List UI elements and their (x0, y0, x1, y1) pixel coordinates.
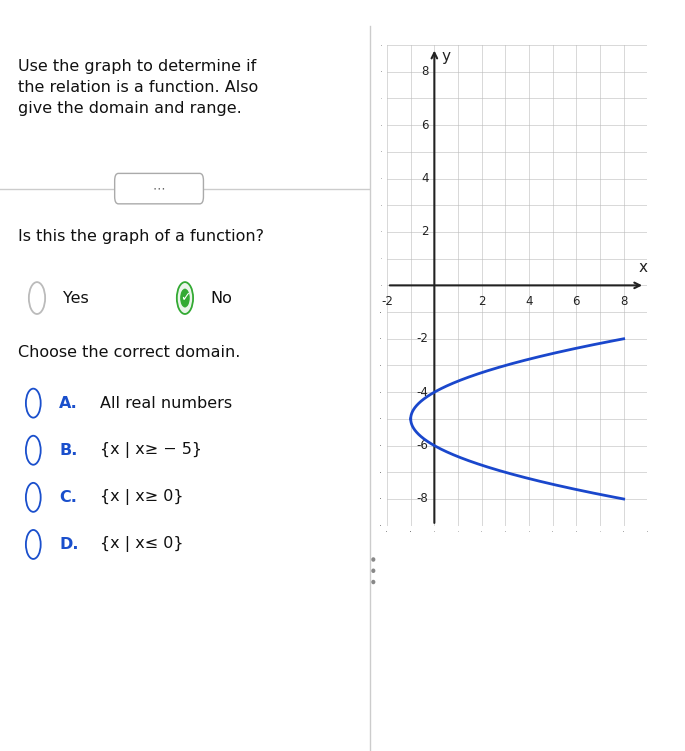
Text: All real numbers: All real numbers (100, 396, 232, 411)
Text: 8: 8 (421, 65, 428, 78)
Text: 2: 2 (421, 225, 428, 239)
Text: A.: A. (59, 396, 78, 411)
Text: C.: C. (59, 490, 77, 505)
FancyBboxPatch shape (114, 173, 203, 204)
Text: x: x (639, 260, 648, 275)
Text: 4: 4 (421, 172, 428, 185)
Text: {x | x≥ − 5}: {x | x≥ − 5} (100, 442, 202, 458)
Text: 6: 6 (421, 119, 428, 131)
Text: y: y (441, 49, 451, 64)
Text: 6: 6 (573, 294, 580, 308)
Text: D.: D. (59, 537, 79, 552)
Text: Yes: Yes (63, 291, 88, 306)
Text: -4: -4 (416, 386, 428, 399)
Circle shape (26, 436, 40, 465)
Circle shape (26, 483, 40, 512)
Text: Use the graph to determine if
the relation is a function. Also
give the domain a: Use the graph to determine if the relati… (18, 59, 259, 116)
Circle shape (26, 389, 40, 418)
Text: B.: B. (59, 443, 77, 458)
Text: {x | x≥ 0}: {x | x≥ 0} (100, 490, 184, 505)
Text: Is this the graph of a function?: Is this the graph of a function? (18, 229, 264, 244)
Text: 8: 8 (620, 294, 627, 308)
Circle shape (29, 282, 45, 314)
Text: ⋯: ⋯ (153, 182, 165, 195)
Text: No: No (211, 291, 233, 306)
Circle shape (26, 530, 40, 559)
Text: ✓: ✓ (179, 291, 190, 305)
Text: 2: 2 (478, 294, 486, 308)
Circle shape (180, 288, 190, 307)
Text: -2: -2 (381, 294, 393, 308)
Text: -6: -6 (416, 439, 428, 452)
Circle shape (177, 282, 193, 314)
Text: {x | x≤ 0}: {x | x≤ 0} (100, 536, 184, 553)
Text: -8: -8 (416, 493, 428, 505)
Text: 4: 4 (525, 294, 533, 308)
Text: Choose the correct domain.: Choose the correct domain. (18, 345, 241, 360)
Text: -2: -2 (416, 332, 428, 345)
